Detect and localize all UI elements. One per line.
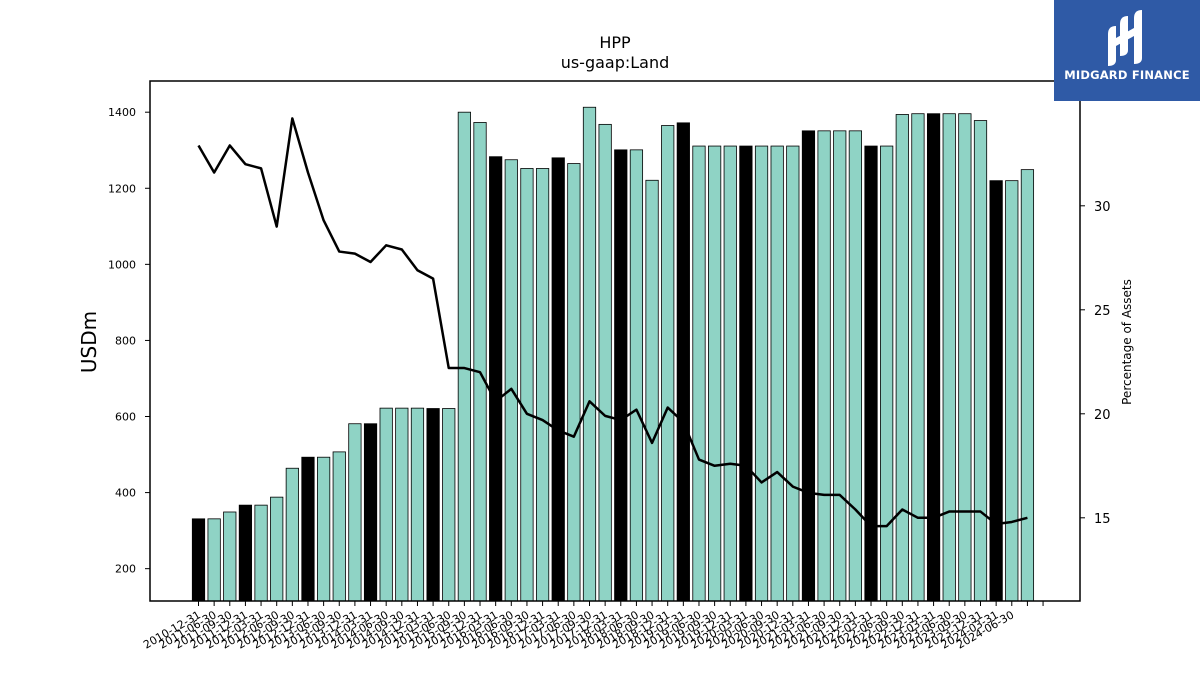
bar — [410, 407, 425, 602]
y-tick-label: 1000 — [108, 258, 136, 271]
y2-tick-label: 25 — [1094, 304, 1111, 319]
bar — [395, 407, 409, 602]
bar — [880, 145, 894, 602]
bar — [285, 467, 299, 602]
bar — [191, 518, 206, 602]
bar — [770, 145, 784, 602]
bar — [739, 145, 753, 602]
y-tick-label: 200 — [115, 563, 136, 576]
y2-axis-label: Percentage of Assets — [1120, 279, 1134, 405]
y2-axis-ticks: 15 20 25 30 — [1080, 200, 1111, 527]
bar — [786, 145, 800, 602]
bar — [442, 408, 456, 602]
bar — [801, 130, 816, 602]
bar — [848, 130, 862, 602]
bar — [958, 113, 972, 602]
bar — [817, 130, 831, 602]
bar — [457, 111, 471, 602]
bar — [520, 168, 534, 602]
bar — [645, 179, 659, 602]
bar — [864, 145, 878, 602]
plot-frame — [149, 80, 1081, 602]
bar — [629, 149, 644, 602]
y2-tick-label: 15 — [1094, 512, 1111, 527]
line-group — [197, 117, 1028, 528]
y-tick-label: 1200 — [108, 182, 136, 195]
bar — [598, 123, 612, 602]
y-tick-label: 600 — [115, 411, 136, 424]
bar — [379, 407, 393, 602]
bars-group — [191, 106, 1035, 602]
bar — [614, 149, 628, 602]
bar — [317, 456, 331, 602]
bar — [473, 122, 487, 602]
bar — [254, 504, 268, 602]
bar — [911, 113, 925, 602]
bar — [348, 423, 362, 602]
percentage-line — [197, 117, 1028, 528]
bar — [489, 156, 503, 602]
bar — [567, 163, 581, 602]
x-axis-ticks: 2010-12-312011-06-302011-09-302011-12-31… — [141, 601, 1044, 652]
y2-tick-label: 30 — [1094, 200, 1111, 215]
logo-text: MIDGARD FINANCE — [1064, 68, 1190, 82]
y-tick-label: 400 — [115, 487, 136, 500]
chart-subtitle: us-gaap:Land — [561, 53, 670, 72]
bar — [207, 518, 221, 602]
bar — [692, 145, 706, 602]
bar — [332, 451, 346, 602]
bar — [973, 120, 988, 602]
bar — [535, 168, 550, 602]
y-axis-label: USDm — [77, 311, 101, 373]
bar — [301, 456, 315, 602]
bar — [363, 423, 378, 602]
bar — [551, 157, 565, 602]
bar — [238, 504, 253, 602]
bar — [676, 122, 690, 602]
bar — [223, 511, 237, 602]
y-tick-label: 800 — [115, 334, 136, 347]
bar — [1020, 169, 1035, 602]
bar — [723, 145, 737, 602]
bar — [426, 408, 440, 602]
bar — [1005, 180, 1019, 602]
bar — [708, 145, 722, 602]
bar — [942, 113, 956, 602]
bar — [895, 114, 909, 602]
bar — [989, 180, 1003, 602]
y-axis-ticks: 200 400 600 800 1000 1200 1400 — [108, 106, 150, 576]
bar — [504, 159, 518, 602]
midgard-finance-logo: MIDGARD FINANCE — [1054, 0, 1200, 101]
bar — [661, 125, 675, 602]
bar — [926, 113, 941, 602]
chart-title: HPP — [599, 33, 631, 52]
bar — [270, 496, 284, 602]
logo-mark-icon — [1108, 10, 1142, 66]
y-tick-label: 1400 — [108, 106, 136, 119]
bar — [833, 130, 847, 602]
y2-tick-label: 20 — [1094, 408, 1111, 423]
bar — [582, 106, 597, 602]
bar — [754, 145, 769, 602]
